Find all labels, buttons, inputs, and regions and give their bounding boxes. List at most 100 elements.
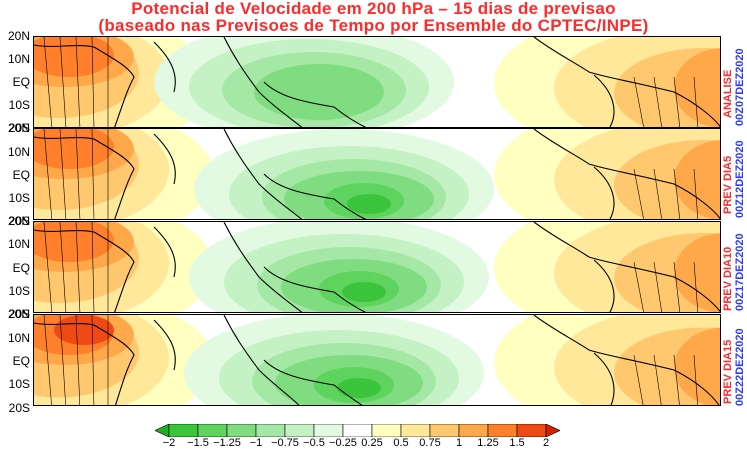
lat-label-10s: 10S xyxy=(8,191,30,205)
map-title-line1: Potencial de Velocidade em 200 hPa – 15 … xyxy=(131,0,616,18)
colorbar-swatch xyxy=(226,424,257,437)
colorbar-tick-label: −0.75 xyxy=(271,437,299,449)
country-border xyxy=(91,315,95,405)
map-title-line2: (baseado nas Previsoes de Tempo por Ense… xyxy=(98,16,649,35)
southeast-asia-coastline xyxy=(223,315,300,405)
country-border xyxy=(59,129,67,219)
country-border xyxy=(633,354,644,405)
negative-region xyxy=(254,64,384,120)
country-border xyxy=(693,76,699,127)
country-border xyxy=(91,129,95,219)
country-border xyxy=(43,222,53,312)
south-america-coastline xyxy=(593,352,615,405)
colorbar-swatch xyxy=(342,424,373,437)
positive-region xyxy=(674,140,720,219)
colorbar-tick-label: −1.25 xyxy=(213,437,241,449)
country-border xyxy=(633,76,644,127)
colorbar-tick-label: −0.5 xyxy=(303,437,325,449)
map-panel-dia15 xyxy=(33,314,721,406)
country-border xyxy=(59,37,67,127)
indonesia-coastline xyxy=(263,81,367,127)
positive-region xyxy=(674,233,720,312)
country-border xyxy=(693,261,699,312)
indonesia-coastline xyxy=(263,359,363,405)
lat-label-10s: 10S xyxy=(8,284,30,298)
colorbar-tick-label: −1 xyxy=(249,437,263,449)
southeast-asia-coastline xyxy=(223,37,303,127)
country-border xyxy=(653,168,662,219)
country-border xyxy=(693,354,698,405)
colorbar-tick-label: 1.5 xyxy=(509,437,525,449)
colorbar-swatch xyxy=(168,424,199,437)
madagascar-coastline xyxy=(153,41,176,93)
colorbar-tick-label: 0.75 xyxy=(419,437,441,449)
lat-label-20n: 20N xyxy=(7,307,30,321)
map-panel-analise xyxy=(33,36,721,128)
lat-label-20s: 20S xyxy=(8,307,30,321)
madagascar-coastline xyxy=(153,319,176,371)
country-border xyxy=(75,222,81,312)
lat-label-eq: EQ xyxy=(12,75,30,89)
lat-label-20n: 20N xyxy=(7,29,30,43)
colorbar-swatch xyxy=(429,424,460,437)
colorbar-tick-label: 0.25 xyxy=(361,437,383,449)
colorbar-swatch xyxy=(371,424,402,437)
country-border xyxy=(633,261,644,312)
colorbar-swatch xyxy=(197,424,228,437)
negative-region xyxy=(337,378,381,398)
lat-label-20s: 20S xyxy=(8,214,30,228)
country-border xyxy=(693,168,699,219)
map-panel-dia5 xyxy=(33,128,721,220)
colorbar-tick-label: −2 xyxy=(162,437,176,449)
country-border xyxy=(91,37,95,127)
panel-label-dia10: PREV DIA10 00Z17DEZ2020 xyxy=(722,233,746,311)
colorbar-max-arrow xyxy=(545,424,560,437)
country-border xyxy=(673,354,680,405)
positive-region xyxy=(674,48,720,127)
negative-region xyxy=(342,282,386,302)
colorbar-swatch xyxy=(487,424,518,437)
colorbar-swatch xyxy=(458,424,489,437)
country-border xyxy=(59,222,67,312)
colorbar-tick-label: 1 xyxy=(455,437,463,449)
country-border xyxy=(653,261,662,312)
panel-label-analise: ANALISE 00Z07DEZ2020 xyxy=(722,48,746,126)
south-america-coastline xyxy=(593,166,615,219)
colorbar-tick-label: 2 xyxy=(542,437,550,449)
lat-label-20n: 20N xyxy=(7,121,30,135)
madagascar-coastline xyxy=(153,133,176,185)
colorbar-tick-label: −0.25 xyxy=(329,437,357,449)
lat-label-10s: 10S xyxy=(8,98,30,112)
positive-region xyxy=(54,315,114,345)
country-border xyxy=(91,222,95,312)
country-border xyxy=(43,315,52,405)
colorbar-swatch xyxy=(313,424,344,437)
americas-coastline xyxy=(533,315,720,405)
map-panel-dia10 xyxy=(33,221,721,313)
country-border xyxy=(75,129,81,219)
indonesia-coastline xyxy=(263,266,367,312)
lat-label-eq: EQ xyxy=(12,168,30,182)
country-border xyxy=(653,76,662,127)
colorbar-swatch xyxy=(400,424,431,437)
panel-label-dia15: PREV DIA15 00Z22DEZ2020 xyxy=(722,328,746,406)
colorbar-tick-label: −1.5 xyxy=(187,437,209,449)
madagascar-coastline xyxy=(153,226,176,278)
americas-coastline xyxy=(533,37,720,127)
colorbar xyxy=(155,424,560,437)
americas-coastline xyxy=(533,129,720,219)
lat-label-10n: 10N xyxy=(7,237,30,251)
colorbar-swatch xyxy=(255,424,286,437)
country-border xyxy=(673,76,681,127)
lat-label-eq: EQ xyxy=(12,354,30,368)
negative-region xyxy=(347,194,391,214)
country-border xyxy=(75,315,81,405)
africa-coastline xyxy=(34,136,135,219)
country-border xyxy=(59,315,66,405)
southeast-asia-coastline xyxy=(223,222,303,312)
country-border xyxy=(43,129,53,219)
lat-label-20s: 20S xyxy=(8,121,30,135)
country-border xyxy=(673,261,681,312)
africa-coastline xyxy=(34,322,135,405)
country-border xyxy=(653,354,662,405)
